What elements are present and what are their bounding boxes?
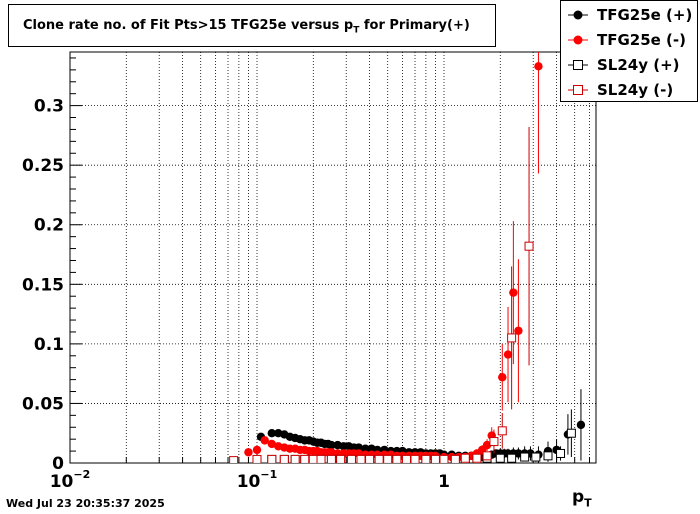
data-point (497, 426, 507, 436)
x-tick-label: 10−2 (50, 468, 91, 492)
data-point (290, 454, 300, 463)
data-point (495, 453, 505, 463)
data-point (336, 454, 346, 463)
data-point (531, 452, 541, 462)
legend-label: SL24y (-) (597, 81, 674, 99)
data-point (260, 436, 269, 445)
x-tick-label-exponent: −2 (73, 468, 90, 481)
data-point (346, 454, 356, 463)
x-tick-label-exponent: −1 (260, 468, 277, 481)
data-point (308, 454, 318, 463)
data-point (482, 451, 492, 461)
data-point (327, 448, 336, 457)
data-point (365, 454, 375, 463)
data-point (524, 241, 534, 251)
series-tfg25e (229, 52, 543, 463)
x-tick-label-base: 1 (438, 472, 450, 492)
data-point (450, 454, 460, 463)
data-point (514, 326, 523, 335)
legend: TFG25e (+) TFG25e (-) SL24y (+) SL24y (560, 0, 698, 102)
data-point (460, 453, 470, 463)
data-point (267, 429, 277, 438)
title-box: Clone rate no. of Fit Pts>15 TFG25e vers… (8, 4, 496, 47)
data-point (361, 444, 370, 453)
x-tick-label-base: 10 (237, 472, 261, 492)
data-point (472, 453, 482, 463)
data-point (520, 452, 530, 462)
timestamp-footer: Wed Jul 23 20:35:37 2025 (6, 497, 165, 510)
data-point (356, 454, 366, 463)
data-point (267, 439, 277, 449)
data-point (244, 448, 253, 457)
data-point (439, 454, 449, 463)
data-point (410, 454, 420, 463)
x-tick-label: 1 (438, 472, 450, 492)
data-point (401, 454, 411, 463)
x-axis-label-main: p (572, 487, 585, 507)
data-point (300, 454, 310, 463)
data-point (326, 454, 336, 463)
legend-item-tfg25e-plus: TFG25e (+) (561, 3, 697, 27)
legend-label: TFG25e (-) (597, 31, 686, 49)
y-tick-label: 0.15 (22, 275, 64, 295)
data-point (507, 453, 517, 463)
legend-label: TFG25e (+) (597, 6, 693, 24)
y-tick-label: 0 (52, 454, 64, 474)
data-point (327, 440, 336, 450)
legend-marker-filled-circle-icon (568, 35, 588, 45)
chart-title-subscript: T (353, 25, 360, 36)
legend-marker-open-square-icon (568, 60, 588, 70)
legend-item-sl24y-minus: SL24y (-) (561, 78, 697, 102)
data-point (576, 420, 586, 430)
y-tick-label: 0.3 (34, 97, 64, 117)
x-axis-label: pT (572, 487, 592, 509)
data-point (421, 454, 431, 463)
data-point (267, 454, 277, 463)
legend-label: SL24y (+) (597, 56, 680, 74)
x-axis-label-subscript: T (584, 496, 592, 510)
data-point (498, 373, 507, 382)
data-point (354, 443, 363, 452)
legend-marker-open-square-icon (568, 85, 588, 95)
data-point (229, 456, 239, 463)
y-tick-label: 0.25 (22, 156, 64, 176)
data-point (374, 454, 384, 463)
data-point (534, 62, 543, 71)
plot-frame (69, 51, 597, 464)
data-point (252, 445, 262, 455)
chart-title: Clone rate no. of Fit Pts>15 TFG25e vers… (23, 18, 470, 36)
data-point (507, 333, 517, 343)
series-sl24y (229, 127, 534, 463)
data-point (392, 454, 402, 463)
y-tick-label: 0.1 (34, 335, 64, 355)
data-point (543, 451, 553, 461)
chart-title-tail: for Primary(+) (359, 18, 470, 33)
data-point (279, 454, 289, 463)
y-tick-label: 0.2 (34, 216, 64, 236)
data-point (316, 454, 326, 463)
data-point (430, 454, 440, 463)
legend-item-sl24y-plus: SL24y (+) (561, 53, 697, 77)
chart-title-main: Clone rate no. of Fit Pts>15 TFG25e vers… (23, 18, 354, 33)
y-tick-label: 0.05 (22, 394, 64, 414)
legend-marker-filled-circle-icon (568, 10, 588, 20)
data-point (503, 350, 513, 359)
data-point (509, 288, 518, 297)
data-point (566, 428, 576, 438)
data-point (489, 437, 499, 447)
legend-item-tfg25e-minus: TFG25e (-) (561, 28, 697, 52)
data-point (383, 454, 393, 463)
x-tick-label: 10−1 (237, 468, 278, 492)
data-point (482, 440, 492, 450)
data-point (556, 448, 566, 458)
data-point (252, 454, 262, 463)
x-tick-label-base: 10 (50, 472, 74, 492)
series-layer (229, 52, 586, 463)
